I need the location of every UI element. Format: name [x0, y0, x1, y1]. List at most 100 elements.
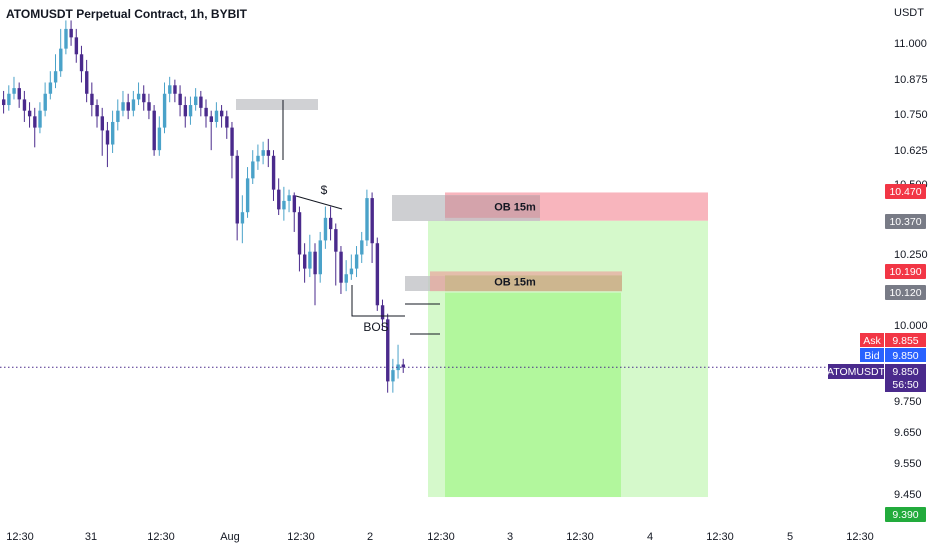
- y-tick-label: 9.450: [894, 489, 922, 501]
- price-tag-label: 10.470: [889, 186, 921, 198]
- candle-body: [131, 99, 136, 111]
- candle-body: [199, 96, 203, 108]
- candle-body: [365, 198, 369, 241]
- symbol-label-box: [828, 364, 884, 379]
- candle-body: [100, 116, 105, 131]
- chart-title: ATOMUSDT Perpetual Contract, 1h, BYBIT: [6, 7, 247, 21]
- target-zone-inner: [445, 292, 621, 498]
- x-tick-label: 4: [647, 531, 653, 543]
- x-tick-label: 5: [787, 531, 793, 543]
- last-price-box: [885, 364, 926, 392]
- candle-body: [375, 243, 380, 306]
- candle-body: [323, 217, 328, 241]
- candle-body: [168, 85, 172, 94]
- currency-label: USDT: [894, 7, 924, 19]
- candle-body: [90, 93, 94, 106]
- candle-body: [17, 88, 21, 100]
- candle-body: [386, 319, 390, 382]
- candle-body: [271, 155, 276, 190]
- candle-body: [256, 155, 260, 162]
- price-axis: USDT11.00010.87510.75010.62510.50010.250…: [894, 7, 928, 501]
- candle-body: [69, 28, 73, 38]
- y-tick-label: 9.750: [894, 396, 922, 408]
- price-tags-layer: 10.470 10.370 10.190 10.120 9.390 Ask 9.855 Bid…: [827, 184, 926, 522]
- candle-body: [53, 71, 58, 83]
- candle-body: [339, 251, 343, 283]
- ask-value: 9.855: [892, 335, 918, 347]
- candle-body: [152, 110, 156, 151]
- candle-body: [219, 110, 224, 117]
- candle-body: [136, 93, 141, 100]
- bid-label-box: [860, 348, 884, 362]
- candle-body: [297, 212, 302, 255]
- price-tag: [885, 184, 926, 199]
- candle-body: [370, 198, 374, 244]
- candle-body: [110, 121, 115, 145]
- ask-value-box: [885, 333, 926, 347]
- candle-body: [48, 82, 53, 94]
- candle-body: [95, 105, 99, 117]
- bos-line: [351, 285, 405, 317]
- candle-body: [245, 178, 250, 213]
- candle-body: [209, 116, 213, 122]
- candle-body: [230, 127, 234, 156]
- bid-value-box: [885, 348, 926, 362]
- price-tag: [885, 264, 926, 279]
- candle-body: [303, 254, 307, 269]
- candle-body: [2, 99, 6, 106]
- candle-body: [183, 105, 188, 117]
- candle-body: [261, 150, 265, 156]
- price-tag: [885, 285, 926, 300]
- candle-body: [328, 217, 333, 230]
- candle-body: [292, 195, 297, 213]
- candle-body: [354, 254, 359, 269]
- price-tag-label: 10.370: [889, 216, 921, 228]
- candle-body: [391, 370, 395, 382]
- candle-body: [282, 200, 286, 210]
- candle-body: [59, 48, 63, 72]
- x-tick-label: 12:30: [6, 531, 34, 543]
- x-tick-label: 12:30: [287, 531, 315, 543]
- price-tag-label: 10.190: [889, 266, 921, 278]
- price-tag: [885, 507, 926, 522]
- candle-body: [162, 93, 167, 128]
- y-tick-label: 10.625: [894, 145, 928, 157]
- candle-body: [396, 364, 400, 371]
- y-tick-label: 9.550: [894, 458, 922, 470]
- candle-body: [12, 88, 16, 94]
- supply-block-upper: [236, 99, 318, 110]
- price-tag: [885, 214, 926, 229]
- candle-body: [235, 155, 239, 224]
- price-tag-label: 9.390: [892, 509, 918, 521]
- candle-body: [287, 195, 291, 201]
- candle-body: [79, 54, 84, 72]
- candle-body: [349, 268, 354, 275]
- candle-body: [85, 71, 89, 94]
- y-tick-label: 10.875: [894, 74, 928, 86]
- candle-body: [334, 229, 338, 252]
- candle-body: [194, 96, 198, 106]
- candle-body: [360, 240, 364, 255]
- y-tick-label: 11.000: [894, 38, 927, 50]
- ob-zone-label-2: OB 15m: [494, 276, 536, 288]
- y-tick-label: 10.000: [894, 320, 928, 332]
- ob-zone-label-1: OB 15m: [494, 202, 536, 214]
- x-tick-label: 2: [367, 531, 373, 543]
- candle-body: [214, 110, 219, 122]
- candle-body: [43, 93, 47, 111]
- candle-body: [105, 130, 110, 145]
- price-tag-label: 10.120: [889, 287, 921, 299]
- candle-body: [157, 127, 162, 151]
- candle-body: [380, 305, 385, 320]
- structure-lines-layer: $ BOS: [0, 100, 830, 368]
- ask-label-box: [860, 333, 884, 347]
- candle-body: [308, 251, 312, 269]
- candle-body: [142, 93, 146, 103]
- candle-body: [313, 251, 317, 275]
- candle-body: [178, 93, 182, 106]
- candle-body: [74, 37, 79, 55]
- x-tick-label: 12:30: [147, 531, 175, 543]
- candle-body: [188, 105, 193, 117]
- candle-body: [318, 240, 322, 275]
